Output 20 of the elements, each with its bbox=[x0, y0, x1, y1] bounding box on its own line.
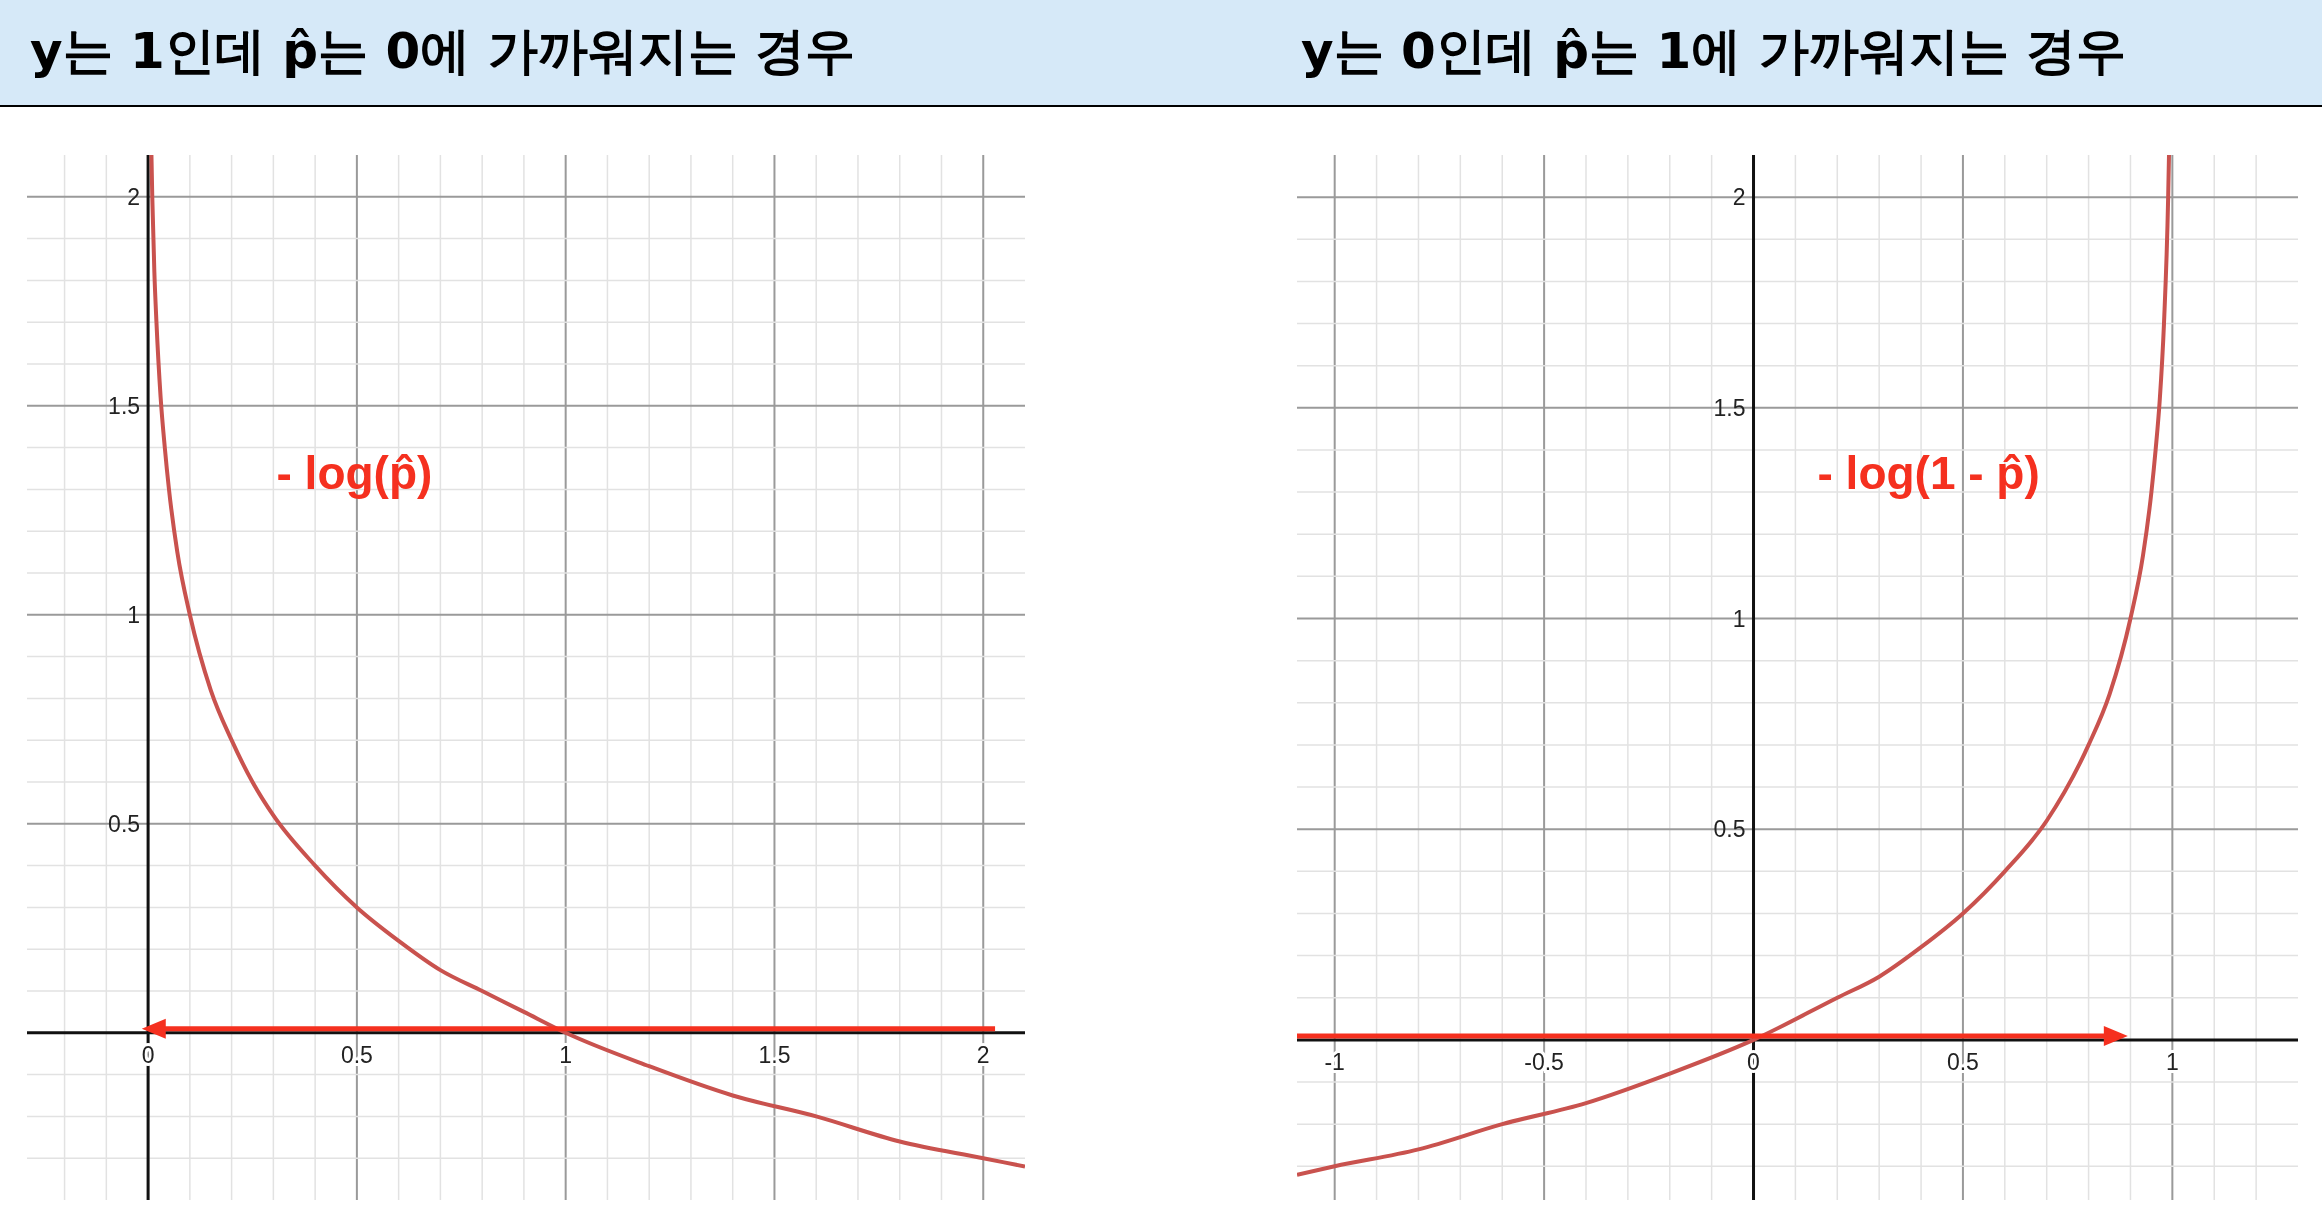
y-tick-label: 0.5 bbox=[1713, 816, 1746, 843]
x-tick-label: 0.5 bbox=[1946, 1048, 1979, 1075]
text: - log(1 - p̂) bbox=[1817, 447, 2040, 500]
y-tick-label: 2 bbox=[127, 183, 141, 210]
x-tick-label: -1 bbox=[1324, 1048, 1345, 1075]
y-tick-label: 1 bbox=[1732, 605, 1746, 632]
x-tick-label: 0.5 bbox=[340, 1041, 373, 1068]
x-tick-label: 1 bbox=[2165, 1048, 2179, 1075]
y-tick-label: 1.5 bbox=[1713, 394, 1746, 421]
chart-title: y는 0인데 p̂는 1에 가까워지는 경우 bbox=[1301, 22, 2126, 80]
y-tick-label: 1.5 bbox=[108, 392, 141, 419]
x-tick-label: -0.5 bbox=[1524, 1048, 1564, 1075]
y-tick-label: 1 bbox=[127, 601, 141, 628]
x-tick-label: 2 bbox=[976, 1041, 990, 1068]
text: - log(p̂) bbox=[276, 447, 433, 500]
y-tick-label: 2 bbox=[1732, 184, 1746, 211]
y-tick-label: 0.5 bbox=[108, 810, 141, 837]
chart-title: y는 1인데 p̂는 0에 가까워지는 경우 bbox=[30, 22, 855, 80]
x-tick-label: 1.5 bbox=[758, 1041, 791, 1068]
x-tick-label: 1 bbox=[559, 1041, 573, 1068]
